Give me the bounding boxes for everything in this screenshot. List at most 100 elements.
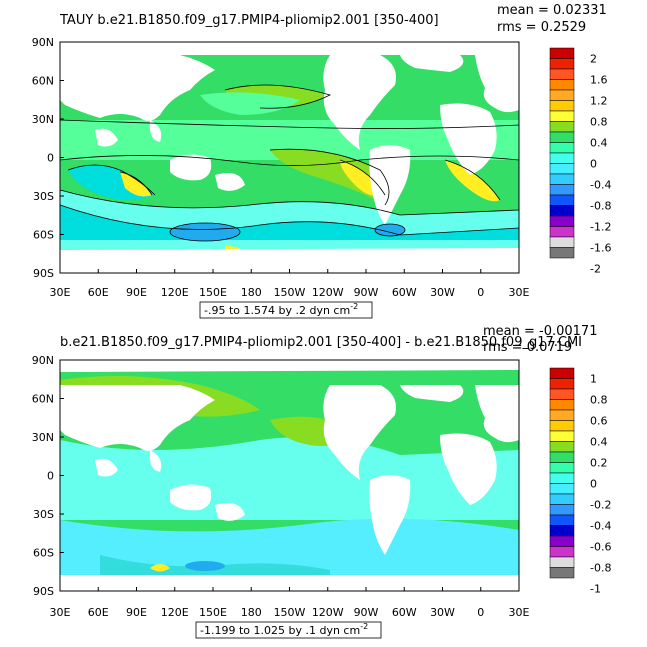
- x-tick-label: 150E: [199, 606, 227, 619]
- blue-spot: [185, 561, 225, 571]
- colorbar-swatch: [549, 247, 575, 259]
- colorbar-label: 0.8: [590, 394, 608, 407]
- map-field: [59, 359, 520, 592]
- panel-title: b.e21.B1850.f09_g17.PMIP4-pliomip2.001 […: [60, 335, 582, 350]
- x-tick-label: 60W: [392, 606, 417, 619]
- x-tick-label: 90W: [354, 286, 379, 299]
- colorbar-label: 0: [590, 478, 597, 491]
- x-tick-label: 120E: [161, 606, 189, 619]
- colorbar-swatch: [549, 462, 575, 474]
- y-axis: 90N 60N 30N 0 30S 60S 90S: [32, 36, 64, 280]
- colorbar-swatch: [549, 173, 575, 185]
- x-tick-label: 60E: [88, 286, 109, 299]
- colorbar-label: -0.4: [590, 179, 611, 192]
- map-field: [59, 41, 520, 274]
- yellow-spot: [150, 564, 170, 572]
- colorbar-swatch: [549, 367, 575, 379]
- x-tick-label: 120W: [312, 606, 344, 619]
- y-tick-label: 30S: [33, 190, 54, 203]
- yellow-patch-indian: [120, 172, 152, 197]
- deep-blue-core: [170, 223, 240, 241]
- colorbar-label: 0.2: [590, 457, 608, 470]
- y-tick-label: 0: [47, 152, 54, 165]
- x-tick-label: 90E: [126, 286, 147, 299]
- y-tick-label: 90S: [33, 267, 54, 280]
- colorbar-label: 2: [590, 53, 597, 66]
- x-tick-label: 0: [477, 606, 484, 619]
- y-tick-label: 90N: [32, 36, 54, 49]
- x-tick-label: 30W: [430, 606, 455, 619]
- y-tick-label: 60N: [32, 75, 54, 88]
- colorbar-swatch: [549, 525, 575, 537]
- x-tick-label: 120E: [161, 286, 189, 299]
- y-tick-label: 30N: [32, 113, 54, 126]
- colorbar-label: -0.4: [590, 520, 611, 533]
- colorbar-label: -1.6: [590, 242, 611, 255]
- x-tick-label: 90W: [354, 606, 379, 619]
- colorbar-label: 0.4: [590, 137, 608, 150]
- colorbar-swatch: [549, 205, 575, 217]
- colorbar-swatch: [549, 504, 575, 516]
- x-tick-label: 30E: [50, 606, 71, 619]
- colorbar-swatch: [549, 472, 575, 484]
- colorbar-label: 0.8: [590, 116, 608, 129]
- colorbar-swatch: [549, 441, 575, 453]
- colorbar: 1 0.8 0.6 0.4 0.2 0 -0.2 -0.4 -0.6 -0.8 -1: [549, 367, 611, 596]
- colorbar-swatch: [549, 58, 575, 70]
- x-tick-label: 180: [241, 286, 262, 299]
- x-tick-label: 30E: [509, 606, 530, 619]
- yellow-patch-atlantic: [445, 160, 500, 202]
- colorbar-swatch: [549, 493, 575, 505]
- colorbar-swatch: [549, 152, 575, 164]
- x-axis: 30E 60E 90E 120E 150E 180 150W 120W 90W 60W 30W 0 30…: [50, 587, 530, 619]
- colorbar-label: 0.6: [590, 415, 608, 428]
- y-axis: 90N 60N 30N 0 30S 60S 90S: [32, 354, 64, 598]
- y-tick-label: 30S: [33, 508, 54, 521]
- x-axis: 30E 60E 90E 120E 150E 180 150W 120W 90W 60W 30W 0 30…: [50, 269, 530, 299]
- colorbar-swatch: [549, 567, 575, 579]
- rms-label: rms = 0.0719: [483, 340, 572, 355]
- colorbar-swatch: [549, 215, 575, 227]
- x-tick-label: 180: [241, 606, 262, 619]
- southern-cyan-region: [60, 518, 519, 575]
- colorbar-swatch: [549, 89, 575, 101]
- sepacific-patch: [270, 149, 389, 205]
- colorbar-swatch: [549, 535, 575, 547]
- rms-label: rms = 0.2529: [497, 20, 586, 35]
- colorbar-swatch: [549, 388, 575, 400]
- colorbar-swatch: [549, 409, 575, 421]
- colorbar-swatch: [549, 226, 575, 238]
- panel-top: TAUY b.e21.B1850.f09_g17.PMIP4-pliomip2.…: [32, 3, 611, 319]
- x-tick-label: 150W: [274, 286, 306, 299]
- colorbar-label: 0.4: [590, 436, 608, 449]
- colorbar-swatch: [549, 451, 575, 463]
- range-box: [199, 301, 373, 319]
- colorbar-label: -0.6: [590, 541, 611, 554]
- y-tick-label: 0: [47, 470, 54, 483]
- x-tick-label: 60W: [392, 286, 417, 299]
- x-tick-label: 90E: [126, 606, 147, 619]
- range-label: -.95 to 1.574 by .2 dyn cm-2: [204, 302, 358, 317]
- panel-title: TAUY b.e21.B1850.f09_g17.PMIP4-pliomip2.…: [59, 13, 439, 28]
- panel-bottom: b.e21.B1850.f09_g17.PMIP4-pliomip2.001 […: [32, 324, 611, 639]
- deep-blue-core-2: [375, 224, 405, 236]
- colorbar-swatch: [549, 236, 575, 248]
- colorbar-label: 1.2: [590, 95, 608, 108]
- colorbar-label: 1: [590, 373, 597, 386]
- mean-label: mean = 0.02331: [497, 3, 607, 18]
- y-tick-label: 30N: [32, 431, 54, 444]
- colorbar-label: -1.2: [590, 221, 611, 234]
- x-tick-label: 30E: [509, 286, 530, 299]
- mean-label: mean = -0.00171: [483, 324, 597, 339]
- x-tick-label: 150W: [274, 606, 306, 619]
- colorbar-label: -0.8: [590, 200, 611, 213]
- x-tick-label: 0: [477, 286, 484, 299]
- colorbar-swatch: [549, 430, 575, 442]
- colorbar-swatch: [549, 514, 575, 526]
- colorbar-swatch: [549, 47, 575, 59]
- colorbar-label: -1: [590, 583, 601, 596]
- colorbar: 2 1.6 1.2 0.8 0.4 0 -0.4 -0.8 -1.2 -1.6 -2: [549, 47, 611, 276]
- x-tick-label: 30E: [50, 286, 71, 299]
- colorbar-swatch: [549, 184, 575, 196]
